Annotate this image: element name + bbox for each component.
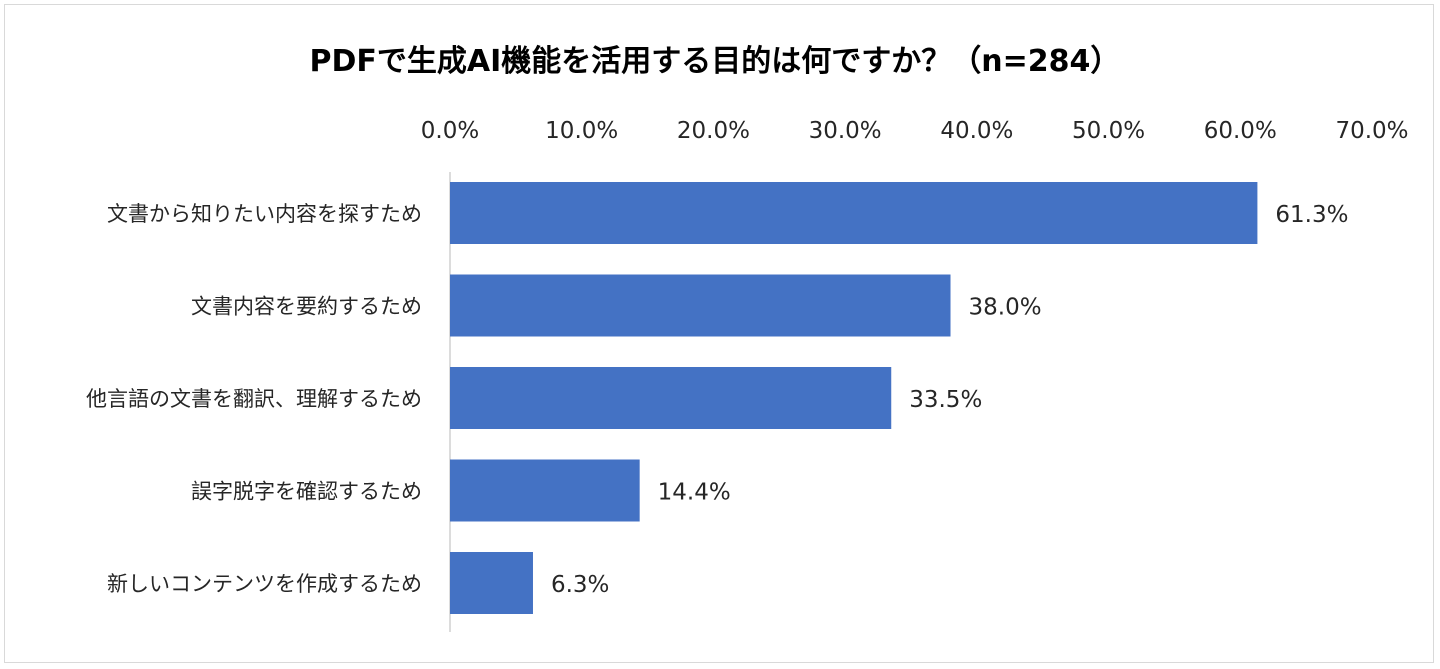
x-tick-label: 20.0% [677, 118, 750, 144]
x-tick-label: 30.0% [809, 118, 882, 144]
x-tick-label: 70.0% [1335, 118, 1408, 144]
bars [450, 182, 1258, 614]
value-labels: 61.3% 38.0% 33.5% 14.4% 6.3% [551, 202, 1349, 598]
data-label: 61.3% [1275, 202, 1348, 228]
x-tick-label: 60.0% [1204, 118, 1277, 144]
bar [450, 274, 951, 337]
data-label: 38.0% [969, 295, 1042, 321]
x-tick-label: 0.0% [421, 118, 479, 144]
bar [450, 552, 533, 614]
bar [450, 182, 1258, 244]
x-tick-label: 50.0% [1072, 118, 1145, 144]
data-label: 6.3% [551, 572, 609, 598]
data-label: 33.5% [909, 387, 982, 413]
category-label: 文書から知りたい内容を探すため [107, 202, 422, 226]
category-label: 誤字脱字を確認するため [191, 480, 422, 504]
category-label: 文書内容を要約するため [191, 295, 422, 319]
chart-title: PDFで生成AI機能を活用する目的は何ですか？（n=284） [309, 44, 1121, 79]
bar [450, 367, 892, 429]
x-axis-ticks: 0.0% 10.0% 20.0% 30.0% 40.0% 50.0% 60.0% 70.0% [421, 118, 1409, 144]
x-tick-label: 10.0% [545, 118, 618, 144]
category-label: 新しいコンテンツを作成するため [107, 572, 422, 596]
data-label: 14.4% [658, 480, 731, 506]
category-labels: 文書から知りたい内容を探すため文書内容を要約するため他言語の文書を翻訳、理解する… [86, 202, 422, 596]
x-tick-label: 40.0% [940, 118, 1013, 144]
bar [450, 459, 640, 522]
category-label: 他言語の文書を翻訳、理解するため [86, 387, 422, 411]
